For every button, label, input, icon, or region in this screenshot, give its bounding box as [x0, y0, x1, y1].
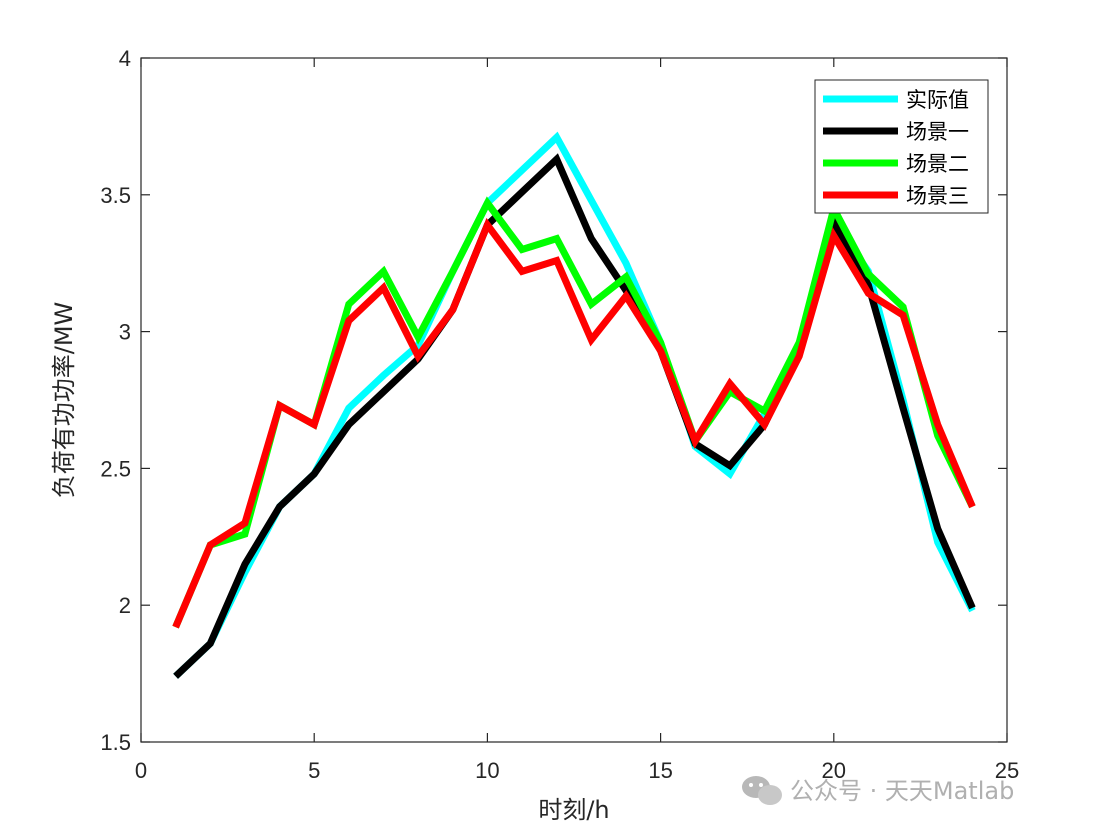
x-tick-label: 15 [648, 758, 672, 783]
x-tick-label: 25 [995, 758, 1019, 783]
x-tick-label: 0 [135, 758, 147, 783]
tick-layer: 0 5 10 15 20 25 1.5 2 2.5 3 3.5 4 [100, 46, 1019, 783]
y-tick-label: 3 [119, 320, 131, 345]
legend-label-1: 实际值 [906, 88, 969, 112]
plot-box [140, 57, 1008, 743]
x-tick-label: 10 [475, 758, 499, 783]
x-tick-label: 5 [308, 758, 320, 783]
watermark-text: 公众号 · 天天Matlab [790, 777, 1014, 805]
legend-label-2: 场景一 [906, 120, 969, 144]
y-tick-label: 1.5 [100, 730, 131, 755]
legend-label-3: 场景二 [906, 152, 969, 176]
y-tick-label: 2.5 [100, 456, 131, 481]
watermark: 公众号 · 天天Matlab [742, 776, 1014, 805]
legend-label-4: 场景三 [906, 184, 969, 208]
y-tick-label: 2 [119, 593, 131, 618]
series-line-2 [173, 153, 976, 679]
series-layer [172, 131, 976, 679]
wechat-icon [742, 776, 782, 805]
series-line-4 [172, 217, 976, 629]
x-axis-label: 时刻/h [538, 796, 609, 824]
y-tick-label: 3.5 [100, 183, 131, 208]
y-tick-label: 4 [119, 46, 131, 71]
y-axis-label: 负荷有功功率/MW [50, 302, 78, 499]
x-tick-label: 20 [822, 758, 846, 783]
